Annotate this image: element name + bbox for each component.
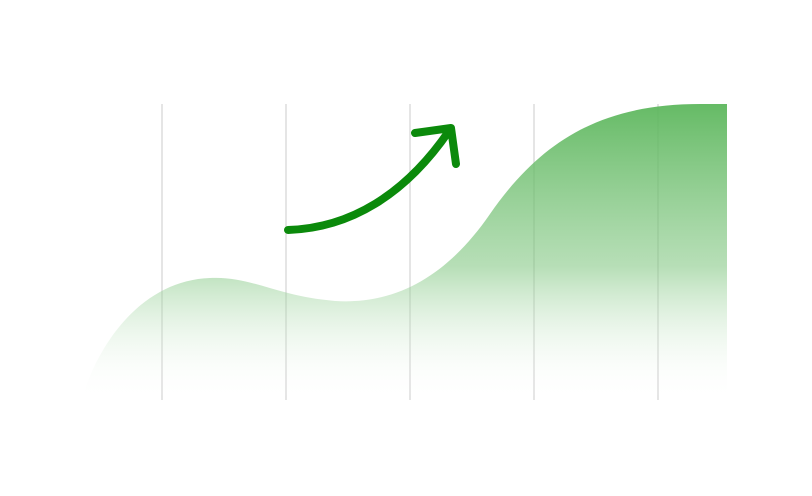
trend-arrow [284, 124, 460, 234]
area [84, 104, 727, 400]
arrow-head [411, 124, 460, 168]
arrow-shaft [284, 127, 453, 234]
